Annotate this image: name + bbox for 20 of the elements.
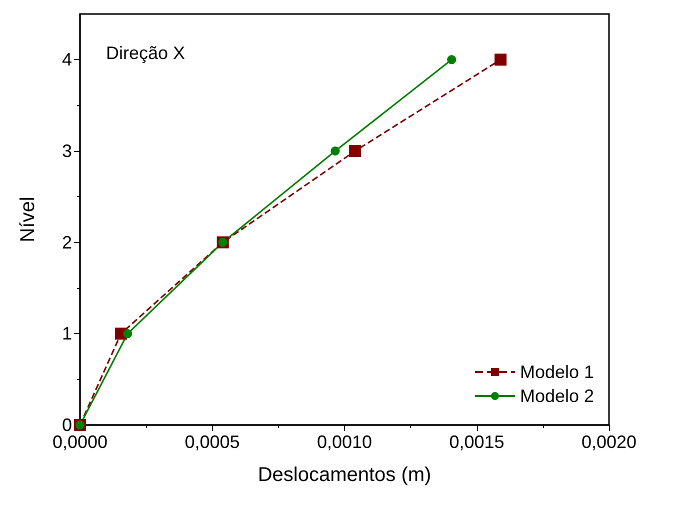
y-tick-label: 1 [62, 324, 72, 344]
y-tick-label: 3 [62, 141, 72, 161]
legend-label: Modelo 2 [520, 386, 594, 406]
point [123, 329, 132, 338]
point [349, 145, 362, 157]
y-tick-label: 2 [62, 232, 72, 252]
point [494, 54, 507, 66]
legend-label: Modelo 1 [520, 362, 594, 382]
annotation: Direção X [106, 43, 186, 63]
x-tick-label: 0,0015 [449, 432, 504, 452]
y-tick-label: 0 [62, 415, 72, 435]
point [447, 55, 456, 64]
x-tick-label: 0,0000 [52, 432, 108, 452]
x-tick-label: 0,0020 [581, 432, 637, 452]
x-tick-label: 0,0005 [184, 432, 240, 452]
x-axis-title: Deslocamentos (m) [258, 464, 432, 486]
point [330, 146, 340, 156]
y-tick-label: 4 [62, 50, 72, 70]
y-axis-title: Nível [17, 196, 39, 242]
x-tick-label: 0,0010 [316, 432, 372, 452]
